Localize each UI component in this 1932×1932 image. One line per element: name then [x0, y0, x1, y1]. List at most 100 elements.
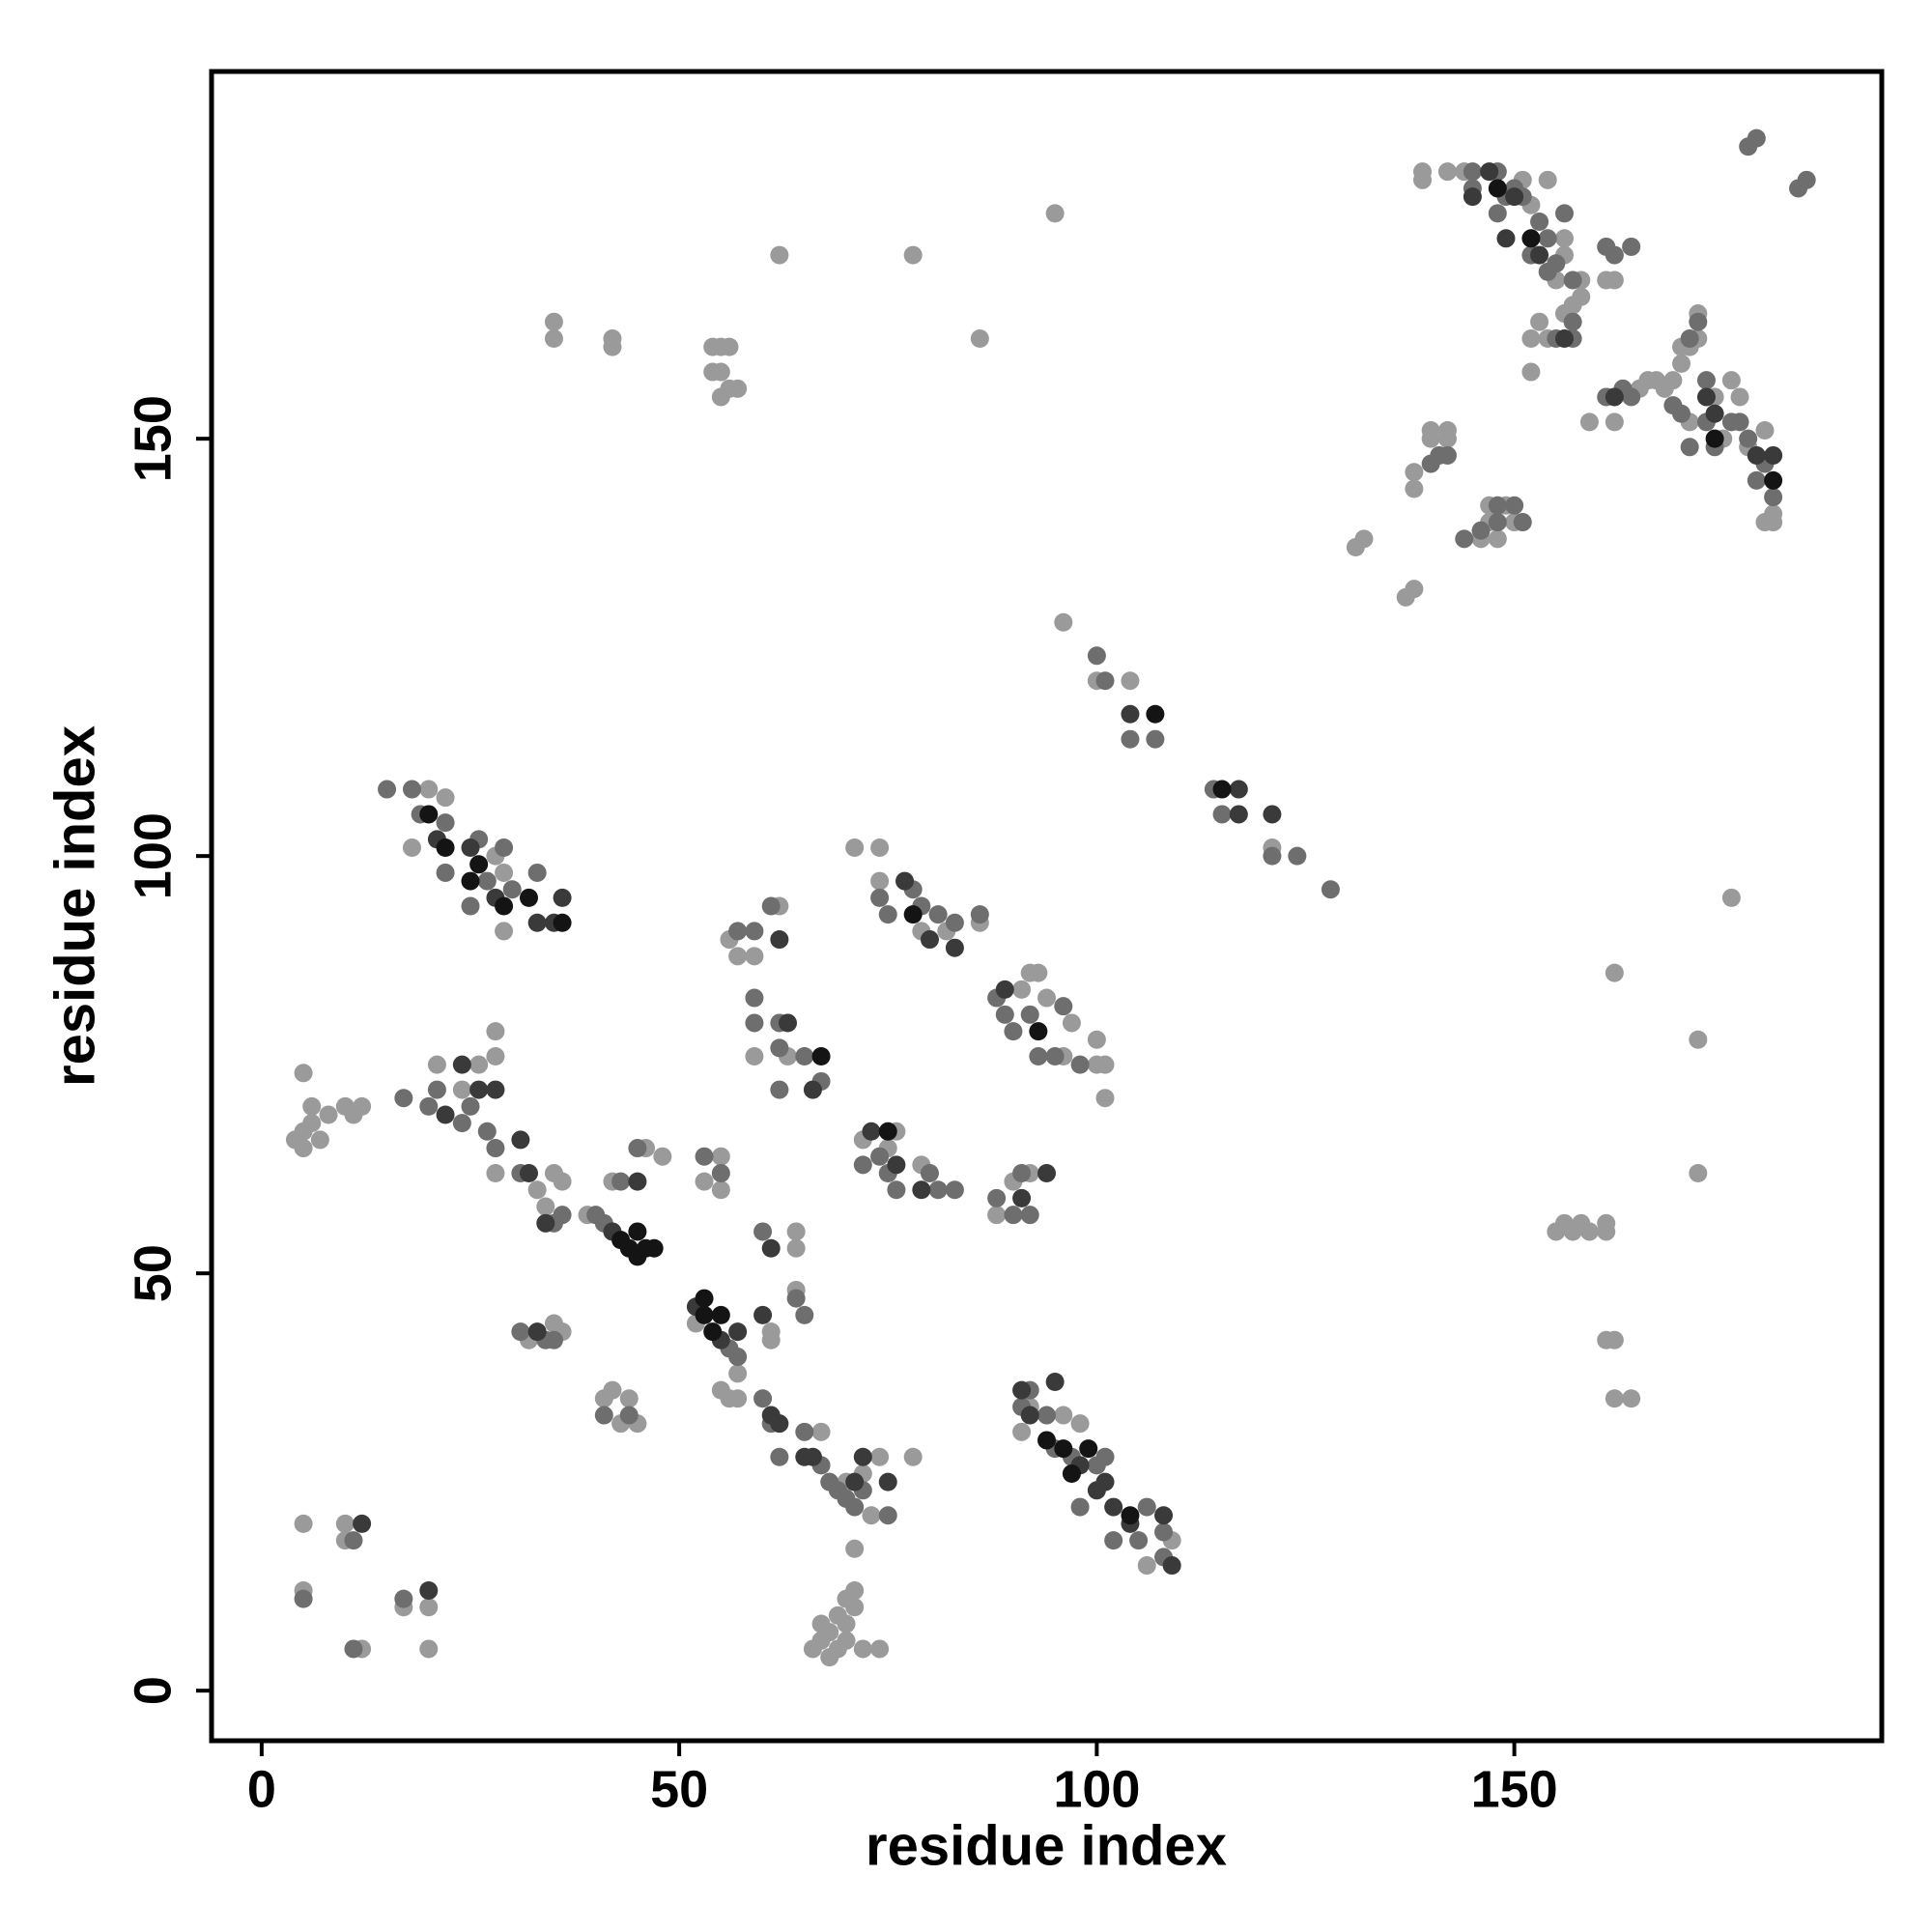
point — [1137, 1556, 1156, 1576]
point — [1121, 671, 1140, 691]
point — [495, 922, 514, 941]
point — [1622, 387, 1641, 407]
point — [703, 1322, 723, 1342]
point — [803, 1447, 822, 1466]
point — [1747, 128, 1766, 148]
point — [1405, 479, 1424, 498]
point — [302, 1114, 322, 1133]
point — [878, 905, 897, 924]
point — [335, 1514, 355, 1533]
point — [845, 838, 865, 858]
point — [920, 1163, 939, 1182]
point — [1162, 1556, 1181, 1576]
point — [1405, 463, 1424, 482]
point — [870, 1639, 890, 1659]
point — [728, 379, 748, 398]
point — [1605, 270, 1624, 290]
point — [1463, 187, 1482, 207]
point — [544, 1330, 563, 1350]
point — [1146, 729, 1165, 749]
point — [553, 1206, 572, 1225]
point — [1062, 1013, 1081, 1033]
point — [495, 838, 514, 858]
point — [1680, 438, 1699, 457]
point — [870, 838, 890, 858]
point — [419, 1096, 439, 1116]
point — [770, 930, 789, 950]
y-tick-label: 0 — [124, 1676, 182, 1705]
point — [728, 922, 748, 941]
point — [1696, 371, 1716, 390]
point — [887, 1155, 906, 1175]
y-axis-title: residue index — [43, 725, 106, 1087]
point — [353, 1096, 372, 1116]
point — [695, 1305, 714, 1324]
point — [402, 838, 421, 858]
point — [870, 1447, 890, 1466]
point — [903, 245, 923, 265]
point — [1020, 1406, 1039, 1425]
point — [695, 1147, 714, 1166]
point — [378, 780, 397, 799]
point — [1597, 1222, 1616, 1241]
point — [1045, 1372, 1065, 1391]
point — [945, 913, 964, 932]
point — [603, 337, 622, 356]
point — [1054, 1406, 1073, 1425]
point — [1496, 229, 1516, 248]
point — [1229, 780, 1248, 799]
point — [1012, 1163, 1032, 1182]
point — [811, 1047, 831, 1066]
point — [770, 1038, 789, 1058]
point — [1689, 1163, 1708, 1182]
point — [1488, 513, 1507, 532]
point — [853, 1155, 872, 1175]
point — [745, 922, 764, 941]
point — [1513, 513, 1532, 532]
point — [1696, 387, 1716, 407]
point — [319, 1105, 338, 1124]
point — [920, 930, 939, 950]
point — [1505, 496, 1524, 515]
point — [1037, 1431, 1056, 1450]
point — [1747, 470, 1766, 490]
point — [452, 1114, 471, 1133]
point — [761, 1330, 781, 1350]
point — [945, 938, 964, 957]
point — [477, 871, 497, 891]
point — [1212, 780, 1232, 799]
point — [853, 1639, 872, 1659]
point — [895, 871, 915, 891]
point — [1689, 312, 1708, 331]
point — [711, 362, 730, 382]
point — [527, 1180, 547, 1200]
point — [1622, 1389, 1641, 1408]
point — [344, 1639, 363, 1659]
x-axis-title: residue index — [866, 1814, 1227, 1877]
point — [486, 1047, 505, 1066]
point — [628, 1172, 647, 1191]
point — [553, 1172, 572, 1191]
point — [486, 1022, 505, 1041]
point — [1012, 1422, 1032, 1441]
y-tick-label: 150 — [124, 395, 182, 482]
point — [811, 1422, 831, 1441]
point — [928, 905, 948, 924]
point — [837, 1631, 856, 1650]
point — [1572, 287, 1591, 306]
point — [344, 1531, 363, 1550]
y-tick-label: 100 — [124, 812, 182, 899]
point — [795, 1305, 814, 1324]
point — [837, 1614, 856, 1634]
point — [845, 1472, 865, 1492]
point — [628, 1222, 647, 1241]
point — [995, 1005, 1014, 1024]
point — [1554, 328, 1574, 348]
point — [436, 788, 455, 808]
point — [878, 1122, 897, 1141]
point — [486, 1163, 505, 1182]
point — [1538, 170, 1557, 189]
point — [394, 1089, 413, 1108]
point — [770, 1080, 789, 1099]
point — [294, 1514, 313, 1533]
